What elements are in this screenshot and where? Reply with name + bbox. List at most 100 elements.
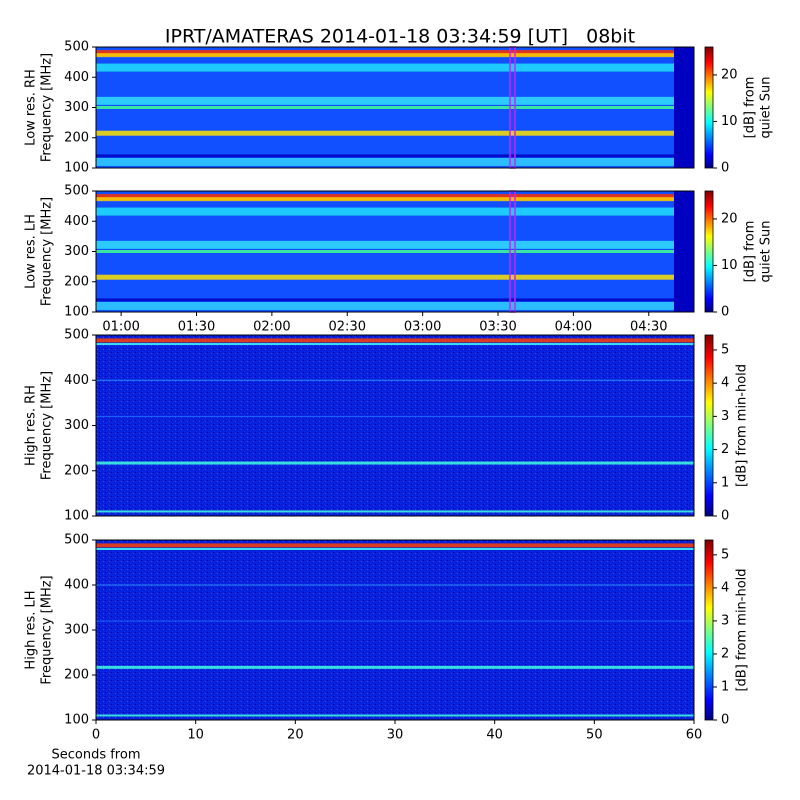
spectral-band	[96, 543, 694, 548]
x-axis-label: 2014-01-18 03:34:59	[27, 764, 165, 779]
spectral-band	[96, 415, 694, 417]
y-tick-label: 300	[64, 623, 89, 638]
y-tick-label: 400	[64, 70, 89, 85]
y-tick-label: 400	[64, 214, 89, 229]
y-axis-label: Low res. RH	[24, 69, 39, 146]
spectral-band	[96, 461, 694, 465]
y-tick-label: 300	[64, 100, 89, 115]
colorbar-tick-label: 1	[721, 475, 729, 490]
y-axis-label: Low res. LH	[24, 214, 39, 289]
spectral-band	[96, 584, 694, 586]
colorbar-tick-label: 2	[721, 442, 729, 457]
y-axis-label: Frequency [MHz]	[40, 53, 55, 162]
spectral-band	[96, 157, 694, 166]
colorbar-tick-label: 0	[721, 161, 729, 176]
spectral-band	[96, 106, 694, 109]
y-tick-label: 200	[64, 668, 89, 683]
spectral-band	[96, 197, 694, 202]
colorbar-label: quiet Sun	[759, 76, 774, 138]
colorbar-tick-label: 10	[721, 258, 738, 273]
data-gap	[674, 47, 694, 168]
y-tick-label: 500	[64, 533, 89, 548]
spectral-band	[96, 510, 694, 513]
data-gap	[674, 191, 694, 312]
x-tick-label: 04:30	[630, 320, 667, 335]
x-tick-label: 50	[586, 728, 603, 743]
colorbar-tick-label: 5	[721, 342, 729, 357]
y-tick-label: 500	[64, 184, 89, 199]
x-tick-label: 60	[686, 728, 703, 743]
y-tick-label: 100	[64, 509, 89, 524]
spectral-band	[96, 96, 694, 105]
chart-title: IPRT/AMATERAS 2014-01-18 03:34:59 [UT] 0…	[165, 26, 635, 48]
colorbar-label: [dB] from min-hold	[735, 568, 750, 691]
y-tick-label: 500	[64, 328, 89, 343]
y-tick-label: 200	[64, 274, 89, 289]
colorbar-tick-label: 3	[721, 613, 729, 628]
spectral-band	[96, 274, 694, 280]
spectral-band	[96, 130, 694, 136]
spectral-band	[96, 343, 694, 346]
spectral-band	[96, 379, 694, 381]
y-tick-label: 200	[64, 130, 89, 145]
spectrogram	[96, 335, 694, 516]
y-axis-label: High res. LH	[24, 590, 39, 669]
spectral-band	[96, 338, 694, 343]
spectral-band	[96, 298, 694, 302]
x-tick-label: 02:00	[253, 320, 290, 335]
colorbar-tick-label: 1	[721, 679, 729, 694]
colorbar-tick-label: 10	[721, 114, 738, 129]
x-tick-label: 02:30	[329, 320, 366, 335]
colorbar-tick-label: 4	[721, 580, 729, 595]
y-axis-label: Frequency [MHz]	[40, 197, 55, 306]
x-tick-label: 01:00	[102, 320, 139, 335]
y-tick-label: 200	[64, 463, 89, 478]
colorbar-tick-label: 20	[721, 211, 738, 226]
spectral-band	[96, 620, 694, 622]
x-tick-label: 01:30	[178, 320, 215, 335]
spectral-band	[96, 714, 694, 717]
colorbar-tick-label: 20	[721, 67, 738, 82]
spectral-band	[96, 50, 694, 57]
colorbar-tick-label: 4	[721, 376, 729, 391]
spectral-band	[96, 665, 694, 669]
spectral-band	[96, 63, 694, 72]
colorbar-label: [dB] from	[743, 77, 758, 139]
spectrogram	[96, 540, 694, 720]
x-axis-label: Seconds from	[51, 748, 140, 763]
colorbar	[704, 46, 714, 169]
colorbar-tick-label: 3	[721, 409, 729, 424]
x-tick-label: 03:30	[479, 320, 516, 335]
colorbar	[704, 334, 714, 517]
spectral-band	[96, 250, 694, 253]
x-tick-label: 40	[486, 728, 503, 743]
x-tick-label: 30	[387, 728, 404, 743]
y-tick-label: 100	[64, 713, 89, 728]
spectral-band	[96, 53, 694, 58]
colorbar-tick-label: 2	[721, 646, 729, 661]
colorbar	[704, 190, 714, 313]
spectral-band	[96, 548, 694, 550]
spectral-band	[96, 240, 694, 249]
y-tick-label: 500	[64, 40, 89, 55]
y-tick-label: 400	[64, 373, 89, 388]
x-tick-label: 0	[92, 728, 100, 743]
colorbar-label: quiet Sun	[759, 220, 774, 282]
y-axis-label: Frequency [MHz]	[40, 575, 55, 684]
spectral-band	[96, 207, 694, 216]
x-tick-label: 04:00	[555, 320, 592, 335]
spectral-band	[96, 194, 694, 201]
colorbar-label: [dB] from min-hold	[735, 364, 750, 487]
y-tick-label: 100	[64, 305, 89, 320]
colorbar	[704, 539, 714, 721]
x-tick-label: 03:00	[404, 320, 441, 335]
y-tick-label: 300	[64, 418, 89, 433]
x-tick-label: 10	[187, 728, 204, 743]
spectral-band	[96, 154, 694, 158]
colorbar-tick-label: 0	[721, 305, 729, 320]
y-tick-label: 100	[64, 161, 89, 176]
colorbar-tick-label: 0	[721, 509, 729, 524]
colorbar-tick-label: 5	[721, 547, 729, 562]
y-axis-label: High res. RH	[24, 385, 39, 466]
